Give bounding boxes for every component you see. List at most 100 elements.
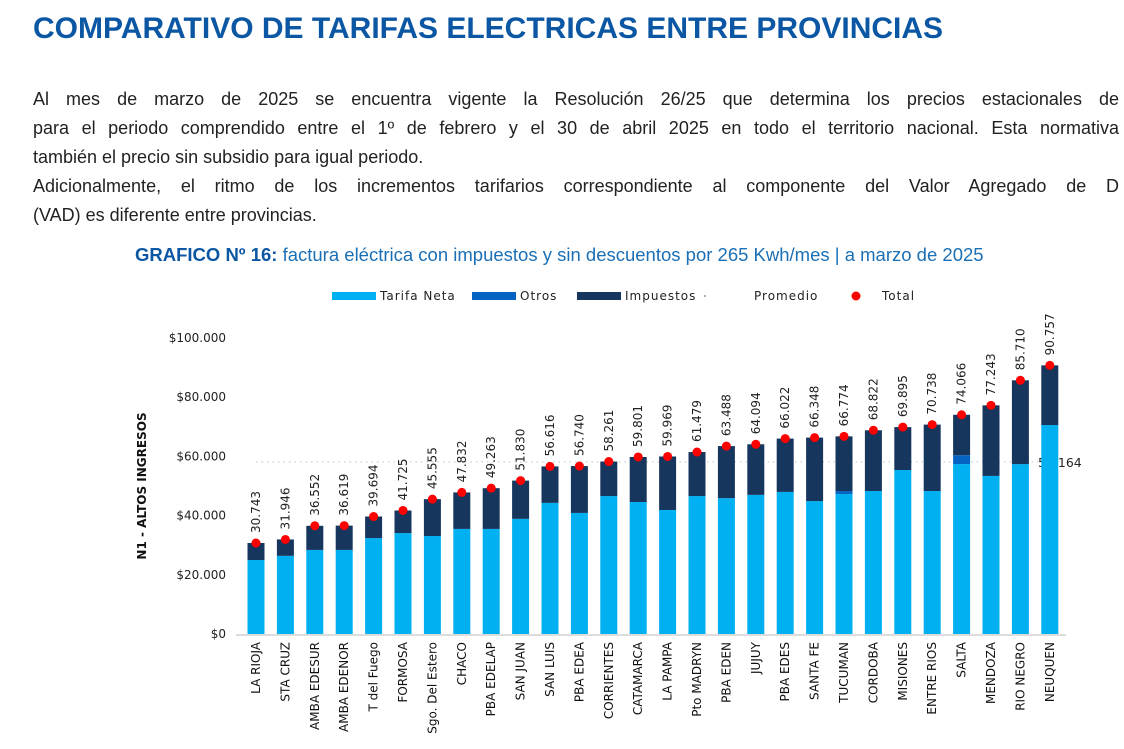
legend-label: Promedio <box>754 289 818 303</box>
x-tick-label: NEUQUEN <box>1043 642 1057 702</box>
total-marker <box>633 452 643 462</box>
legend-promedio-swatch <box>704 295 706 297</box>
bar-impuestos <box>1041 365 1059 426</box>
bar-tarifa-neta <box>629 501 647 634</box>
total-label: 66.774 <box>837 384 851 426</box>
bar-impuestos <box>835 436 853 492</box>
total-label: 63.488 <box>719 394 733 436</box>
total-marker <box>692 447 702 457</box>
y-tick-label: $0 <box>211 627 226 641</box>
bar-impuestos <box>276 539 294 556</box>
total-marker <box>986 400 996 410</box>
total-label: 39.694 <box>367 465 381 507</box>
x-tick-label: SAN JUAN <box>514 642 528 700</box>
bar-tarifa-neta <box>394 533 412 634</box>
total-label: 85.710 <box>1013 328 1027 370</box>
total-marker <box>310 521 320 531</box>
total-marker <box>721 441 731 451</box>
x-tick-label: PBA EDES <box>778 642 792 702</box>
total-label: 64.094 <box>749 392 763 434</box>
x-tick-label: TUCUMAN <box>837 642 851 704</box>
total-marker <box>1045 360 1055 370</box>
bar-impuestos <box>365 516 383 539</box>
bar-impuestos <box>923 424 941 492</box>
bar-tarifa-neta <box>894 470 912 634</box>
x-tick-label: PBA EDEN <box>719 642 733 703</box>
total-marker <box>369 512 379 522</box>
total-marker <box>398 505 408 515</box>
bar-impuestos <box>600 461 618 497</box>
total-marker <box>751 439 761 449</box>
y-tick-label: $20.000 <box>176 568 226 582</box>
x-tick-label: CHACO <box>455 642 469 685</box>
x-tick-label: STA CRUZ <box>278 642 292 702</box>
bar-impuestos <box>629 456 647 502</box>
bar-impuestos <box>423 499 441 537</box>
total-marker <box>868 425 878 435</box>
total-marker <box>516 476 526 486</box>
x-tick-label: LA RIOJA <box>249 641 263 694</box>
y-tick-label: $100.000 <box>169 331 226 345</box>
total-label: 31.946 <box>278 487 292 529</box>
total-label: 56.740 <box>572 414 586 456</box>
bar-tarifa-neta <box>659 509 677 634</box>
x-tick-label: Pto MADRYN <box>690 642 704 717</box>
total-label: 30.743 <box>249 491 263 533</box>
total-label: 66.022 <box>778 387 792 429</box>
bar-impuestos <box>982 405 1000 476</box>
legend-swatch <box>332 292 376 300</box>
total-marker <box>810 433 820 443</box>
paragraph-line: para el periodo comprendido entre el 1º … <box>33 118 1119 138</box>
total-marker <box>839 431 849 441</box>
bar-impuestos <box>776 438 794 492</box>
bar-impuestos <box>717 446 735 499</box>
bar-impuestos <box>747 444 765 495</box>
total-label: 56.616 <box>543 414 557 456</box>
total-label: 61.479 <box>690 400 704 442</box>
x-tick-label: SAN LUIS <box>543 642 557 697</box>
y-tick-label: $60.000 <box>176 449 226 463</box>
bar-tarifa-neta <box>982 475 1000 634</box>
x-tick-label: MISIONES <box>896 642 910 701</box>
y-tick-label: $80.000 <box>176 390 226 404</box>
total-marker <box>1015 375 1025 385</box>
y-axis-label: N1 - ALTOS INGRESOS <box>135 412 149 559</box>
y-tick-label: $40.000 <box>176 509 226 523</box>
bar-impuestos <box>512 480 530 519</box>
bar-impuestos <box>864 430 882 492</box>
bar-otros <box>953 455 971 465</box>
x-tick-label: SALTA <box>955 641 969 677</box>
bar-impuestos <box>953 414 971 456</box>
total-label: 47.832 <box>455 440 469 482</box>
total-marker <box>545 461 555 471</box>
legend-label: Otros <box>520 289 557 303</box>
paragraph-line: también el precio sin subsidio para igua… <box>33 147 424 167</box>
total-marker <box>663 451 673 461</box>
chart-title: GRAFICO Nº 16: factura eléctrica con imp… <box>135 244 984 266</box>
total-marker <box>251 538 261 548</box>
x-tick-label: T del Fuego <box>367 642 381 713</box>
chart-title-number: GRAFICO Nº 16: <box>135 244 278 265</box>
bar-tarifa-neta <box>776 491 794 634</box>
bar-impuestos <box>894 427 912 471</box>
paragraph-line: Adicionalmente, el ritmo de los incremen… <box>33 176 1119 196</box>
bar-impuestos <box>247 543 265 560</box>
total-marker <box>780 434 790 444</box>
bar-tarifa-neta <box>247 560 265 634</box>
total-label: 74.066 <box>955 363 969 405</box>
total-label: 51.830 <box>514 429 528 471</box>
total-label: 66.348 <box>808 386 822 428</box>
total-marker <box>898 422 908 432</box>
total-label: 49.263 <box>484 436 498 478</box>
bar-tarifa-neta <box>423 536 441 634</box>
bar-tarifa-neta <box>1011 464 1029 634</box>
legend-swatch <box>472 292 516 300</box>
bar-impuestos <box>453 492 471 529</box>
bar-tarifa-neta <box>717 498 735 634</box>
legend-total-swatch <box>851 291 861 301</box>
total-label: 59.969 <box>661 404 675 446</box>
total-marker <box>604 457 614 467</box>
total-marker <box>486 483 496 493</box>
chart-title-text: factura eléctrica con impuestos y sin de… <box>277 244 984 265</box>
